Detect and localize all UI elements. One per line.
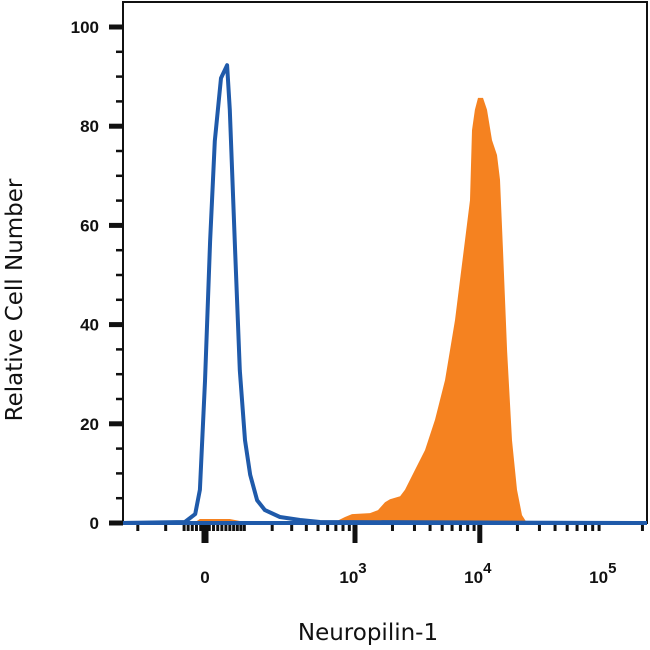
x-axis: 0 103 104 105	[136, 525, 644, 587]
plot-frame	[122, 1, 648, 525]
y-tick-label: 100	[71, 18, 99, 37]
y-tick-label: 80	[80, 117, 99, 136]
series-1-line	[122, 63, 648, 525]
y-tick-label: 40	[80, 316, 99, 335]
y-tick-label: 0	[90, 514, 99, 533]
x-tick-label: 0	[200, 568, 209, 587]
series-layer	[122, 63, 648, 525]
x-axis-title: Neuropilin-1	[298, 620, 438, 646]
y-axis: 0 20 40 60 80 100	[71, 18, 123, 533]
x-tick-label: 104	[464, 560, 492, 587]
y-tick-label: 20	[80, 415, 99, 434]
x-tick-label: 103	[339, 560, 366, 587]
y-tick-label: 60	[80, 216, 99, 235]
x-tick-label: 105	[589, 560, 616, 587]
y-axis-title: Relative Cell Number	[2, 178, 28, 421]
